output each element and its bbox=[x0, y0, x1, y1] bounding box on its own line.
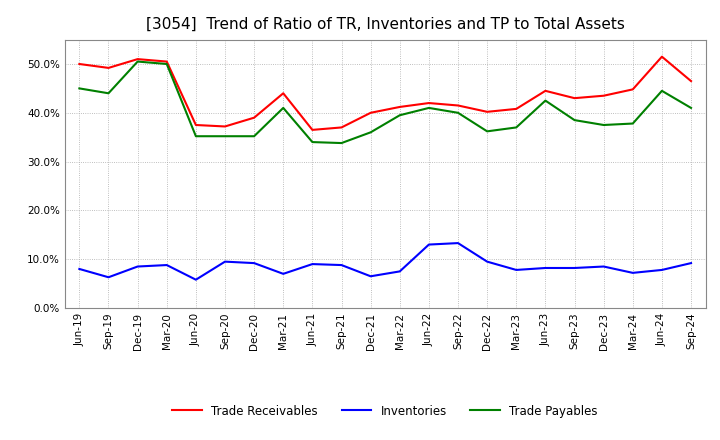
Inventories bbox=[192, 277, 200, 282]
Inventories bbox=[541, 265, 550, 271]
Trade Payables bbox=[220, 134, 229, 139]
Trade Payables bbox=[366, 130, 375, 135]
Trade Payables bbox=[279, 105, 287, 110]
Trade Receivables bbox=[657, 54, 666, 59]
Trade Payables bbox=[541, 98, 550, 103]
Trade Payables bbox=[133, 59, 142, 64]
Inventories bbox=[629, 270, 637, 275]
Trade Payables bbox=[570, 117, 579, 123]
Legend: Trade Receivables, Inventories, Trade Payables: Trade Receivables, Inventories, Trade Pa… bbox=[168, 400, 603, 422]
Trade Receivables bbox=[395, 104, 404, 110]
Inventories bbox=[366, 274, 375, 279]
Inventories bbox=[483, 259, 492, 264]
Inventories bbox=[308, 261, 317, 267]
Trade Receivables bbox=[687, 78, 696, 84]
Trade Receivables bbox=[163, 59, 171, 64]
Trade Receivables bbox=[366, 110, 375, 115]
Trade Payables bbox=[192, 134, 200, 139]
Trade Receivables bbox=[220, 124, 229, 129]
Inventories bbox=[163, 262, 171, 268]
Inventories bbox=[395, 269, 404, 274]
Trade Payables bbox=[104, 91, 113, 96]
Trade Receivables bbox=[133, 56, 142, 62]
Trade Payables bbox=[512, 125, 521, 130]
Trade Payables bbox=[657, 88, 666, 93]
Trade Payables bbox=[395, 113, 404, 118]
Line: Inventories: Inventories bbox=[79, 243, 691, 280]
Trade Payables bbox=[250, 134, 258, 139]
Inventories bbox=[512, 267, 521, 272]
Trade Receivables bbox=[483, 109, 492, 114]
Trade Receivables bbox=[308, 127, 317, 132]
Trade Receivables bbox=[75, 61, 84, 66]
Trade Receivables bbox=[541, 88, 550, 93]
Inventories bbox=[75, 266, 84, 271]
Inventories bbox=[104, 275, 113, 280]
Trade Receivables bbox=[337, 125, 346, 130]
Title: [3054]  Trend of Ratio of TR, Inventories and TP to Total Assets: [3054] Trend of Ratio of TR, Inventories… bbox=[145, 16, 625, 32]
Trade Payables bbox=[75, 86, 84, 91]
Trade Receivables bbox=[192, 122, 200, 128]
Inventories bbox=[657, 267, 666, 272]
Inventories bbox=[570, 265, 579, 271]
Trade Receivables bbox=[570, 95, 579, 101]
Trade Payables bbox=[337, 140, 346, 146]
Inventories bbox=[279, 271, 287, 276]
Trade Payables bbox=[687, 105, 696, 110]
Trade Receivables bbox=[279, 91, 287, 96]
Trade Payables bbox=[599, 122, 608, 128]
Trade Receivables bbox=[104, 65, 113, 70]
Line: Trade Receivables: Trade Receivables bbox=[79, 57, 691, 130]
Trade Receivables bbox=[512, 106, 521, 111]
Trade Payables bbox=[308, 139, 317, 145]
Inventories bbox=[250, 260, 258, 266]
Trade Payables bbox=[483, 129, 492, 134]
Inventories bbox=[425, 242, 433, 247]
Trade Receivables bbox=[250, 115, 258, 120]
Trade Receivables bbox=[454, 103, 462, 108]
Inventories bbox=[133, 264, 142, 269]
Trade Payables bbox=[454, 110, 462, 115]
Inventories bbox=[454, 240, 462, 246]
Trade Payables bbox=[163, 61, 171, 66]
Inventories bbox=[220, 259, 229, 264]
Inventories bbox=[337, 262, 346, 268]
Inventories bbox=[599, 264, 608, 269]
Trade Receivables bbox=[599, 93, 608, 99]
Trade Receivables bbox=[629, 87, 637, 92]
Trade Payables bbox=[425, 105, 433, 110]
Trade Payables bbox=[629, 121, 637, 126]
Trade Receivables bbox=[425, 100, 433, 106]
Inventories bbox=[687, 260, 696, 266]
Line: Trade Payables: Trade Payables bbox=[79, 62, 691, 143]
